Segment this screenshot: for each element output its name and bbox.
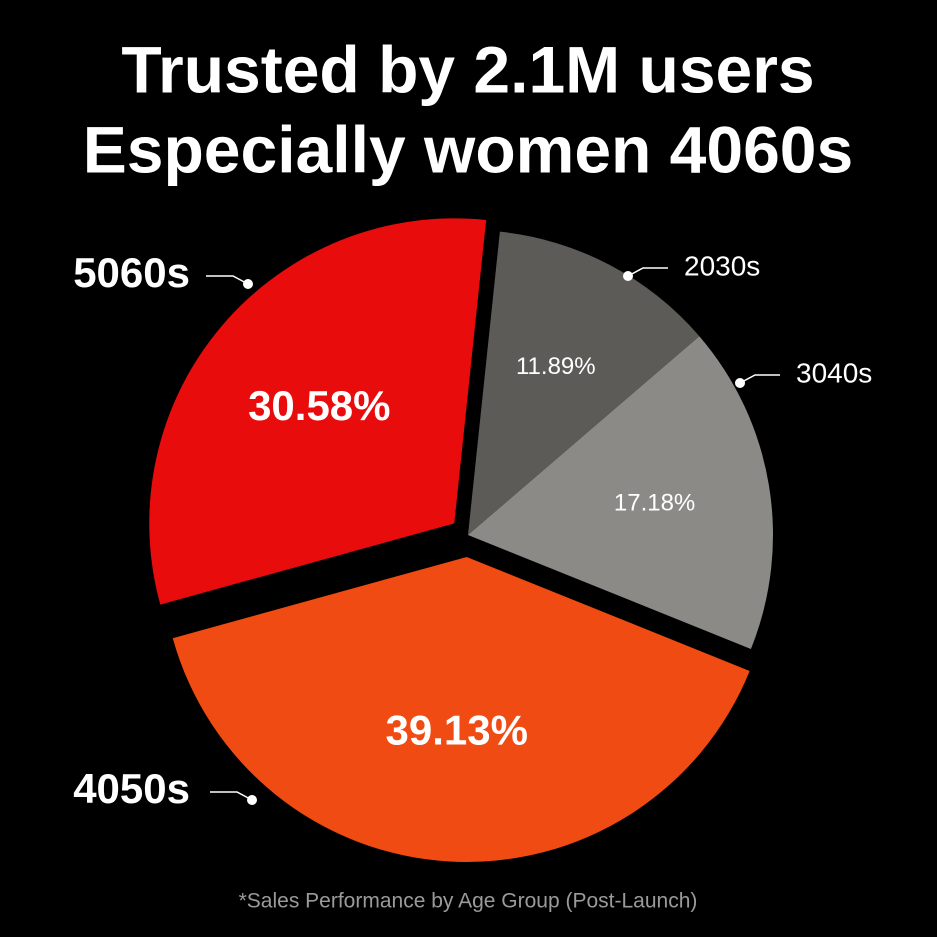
pie-slice xyxy=(149,218,487,605)
leader-dot xyxy=(623,271,633,281)
pie-slice xyxy=(468,231,700,535)
leader-line xyxy=(206,275,249,285)
leader-line xyxy=(627,267,668,277)
category-label: 5060s xyxy=(73,249,190,296)
value-label: 11.89% xyxy=(516,353,596,380)
category-label: 3040s xyxy=(796,357,872,388)
leader-dot xyxy=(243,279,253,289)
leader-line xyxy=(739,374,780,384)
value-label: 17.18% xyxy=(614,490,695,517)
pie-slice xyxy=(468,336,773,649)
category-label: 2030s xyxy=(684,250,760,281)
chart-title: Trusted by 2.1M users xyxy=(121,32,814,106)
leader-dot xyxy=(735,378,745,388)
category-label: 4050s xyxy=(73,765,190,812)
value-label: 30.58% xyxy=(248,382,390,429)
leader-dot xyxy=(247,795,257,805)
pie-slice xyxy=(172,556,750,862)
leader-line xyxy=(210,791,253,801)
value-label: 39.13% xyxy=(386,707,528,754)
footnote: *Sales Performance by Age Group (Post-La… xyxy=(239,890,698,913)
chart-title: Especially women 4060s xyxy=(83,112,853,186)
